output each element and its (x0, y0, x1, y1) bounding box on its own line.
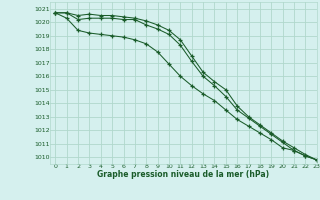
X-axis label: Graphe pression niveau de la mer (hPa): Graphe pression niveau de la mer (hPa) (97, 170, 269, 179)
